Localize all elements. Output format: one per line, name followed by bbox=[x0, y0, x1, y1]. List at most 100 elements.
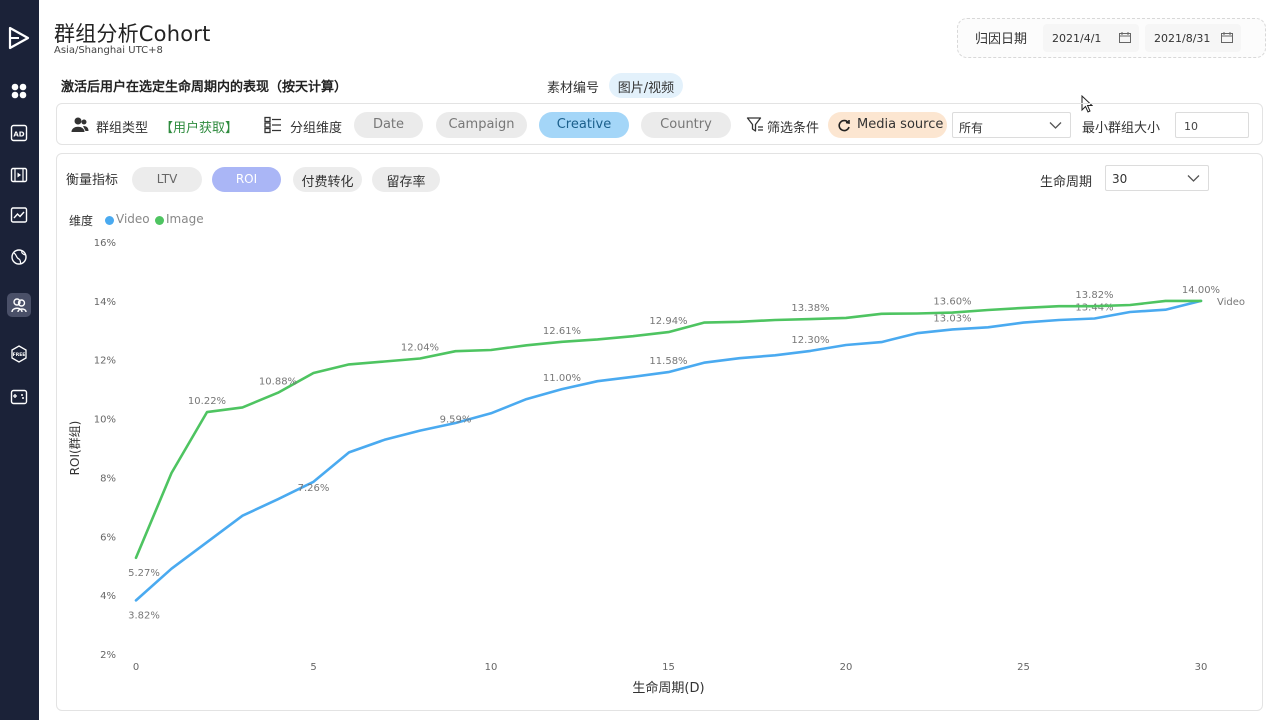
data-label: 10.22% bbox=[188, 396, 226, 407]
data-label: 11.00% bbox=[543, 373, 581, 384]
metric-ltv-button[interactable]: LTV bbox=[132, 167, 202, 192]
legend-video-dot bbox=[105, 216, 114, 225]
material-type-toggle[interactable]: 图片/视频 bbox=[609, 73, 683, 98]
legend-image-label[interactable]: Image bbox=[166, 212, 204, 226]
lifecycle-label: 生命周期 bbox=[1040, 175, 1093, 190]
cohort-icon[interactable] bbox=[7, 293, 31, 317]
lifecycle-value: 30 bbox=[1112, 172, 1128, 186]
min-cohort-size-label: 最小群组大小 bbox=[1082, 121, 1161, 136]
x-axis-label: 生命周期(D) bbox=[632, 680, 704, 696]
series-line-video bbox=[134, 299, 1203, 602]
filter-icon bbox=[746, 117, 763, 132]
refresh-icon bbox=[838, 119, 850, 132]
globe-icon[interactable] bbox=[7, 245, 31, 269]
metric-pay-conversion-button[interactable]: 付费转化 bbox=[293, 167, 362, 192]
data-label: 9.59% bbox=[440, 415, 472, 426]
x-tick-label: 25 bbox=[1017, 662, 1030, 673]
legend-title: 维度 bbox=[69, 214, 94, 228]
data-label: 10.88% bbox=[259, 377, 297, 388]
dimension-campaign-button[interactable]: Campaign bbox=[436, 112, 527, 138]
filter-bar: 群组类型 【用户获取】 分组维度 Date Campaign Creative … bbox=[56, 103, 1263, 145]
metric-label: 衡量指标 bbox=[66, 173, 119, 188]
data-label: 12.04% bbox=[401, 343, 439, 354]
chart-icon[interactable] bbox=[7, 203, 31, 227]
video-icon[interactable] bbox=[7, 163, 31, 187]
end-date-input[interactable]: 2021/8/31 bbox=[1145, 24, 1241, 52]
media-source-select[interactable]: 所有 bbox=[952, 112, 1071, 138]
free-icon[interactable]: FREE bbox=[7, 342, 31, 366]
y-tick-label: 16% bbox=[94, 238, 116, 249]
data-label: 13.03% bbox=[933, 313, 971, 324]
data-label: 7.26% bbox=[298, 483, 330, 494]
dimension-date-button[interactable]: Date bbox=[354, 112, 423, 138]
media-source-value: 所有 bbox=[959, 121, 984, 135]
calendar-icon[interactable] bbox=[1119, 32, 1131, 43]
users-icon bbox=[71, 117, 89, 132]
cohort-type-label: 群组类型 bbox=[96, 121, 149, 136]
data-label: 13.60% bbox=[933, 297, 971, 308]
x-tick-label: 5 bbox=[310, 662, 316, 673]
data-label: 14.00% bbox=[1182, 285, 1220, 296]
material-label: 素材编号 bbox=[547, 81, 600, 96]
y-tick-label: 12% bbox=[94, 356, 116, 367]
y-tick-label: 6% bbox=[100, 532, 116, 543]
x-tick-label: 20 bbox=[840, 662, 853, 673]
data-label: 13.38% bbox=[791, 303, 829, 314]
x-tick-label: 0 bbox=[133, 662, 139, 673]
svg-text:FREE: FREE bbox=[13, 352, 26, 358]
metric-retention-button[interactable]: 留存率 bbox=[372, 167, 440, 192]
start-date-value: 2021/4/1 bbox=[1052, 32, 1102, 45]
legend-video-label[interactable]: Video bbox=[116, 212, 150, 226]
dimension-country-button[interactable]: Country bbox=[641, 112, 731, 138]
y-tick-label: 2% bbox=[100, 650, 116, 661]
end-date-value: 2021/8/31 bbox=[1154, 32, 1211, 45]
ad-icon[interactable]: AD bbox=[7, 121, 31, 145]
group-dimension-label: 分组维度 bbox=[290, 121, 343, 136]
svg-text:AD: AD bbox=[13, 131, 24, 139]
metric-roi-button[interactable]: ROI bbox=[212, 167, 281, 192]
media-source-tag[interactable]: Media source bbox=[828, 112, 947, 138]
cohort-type-value[interactable]: 【用户获取】 bbox=[160, 121, 239, 136]
apps-icon[interactable] bbox=[7, 79, 31, 103]
data-label: 13.82% bbox=[1075, 290, 1113, 301]
series-end-label: Video bbox=[1217, 297, 1245, 308]
min-cohort-size-input[interactable]: 10 bbox=[1175, 112, 1249, 138]
data-label: 13.44% bbox=[1075, 303, 1113, 314]
legend-image-dot bbox=[155, 216, 164, 225]
logo-icon[interactable] bbox=[8, 26, 30, 50]
group-dimension-icon bbox=[264, 116, 281, 134]
start-date-input[interactable]: 2021/4/1 bbox=[1043, 24, 1139, 52]
roi-line-chart: 2% 4% 6% 8% 10% 12% 14% 16% 0 5 10 15 20 25 30 生命周期(D) R… bbox=[68, 238, 1245, 696]
y-tick-label: 8% bbox=[100, 473, 116, 484]
data-label: 12.30% bbox=[791, 335, 829, 346]
data-label: 12.94% bbox=[649, 316, 687, 327]
data-label: 11.58% bbox=[649, 356, 687, 367]
chevron-down-icon bbox=[1049, 122, 1062, 129]
y-axis-label: ROI(群组) bbox=[68, 421, 82, 476]
y-tick-label: 14% bbox=[94, 297, 116, 308]
x-tick-label: 30 bbox=[1195, 662, 1208, 673]
y-tick-label: 4% bbox=[100, 591, 116, 602]
filter-label: 筛选条件 bbox=[767, 121, 820, 136]
data-label: 5.27% bbox=[128, 568, 160, 579]
dimension-creative-button[interactable]: Creative bbox=[539, 112, 629, 138]
mouse-cursor-icon bbox=[1081, 95, 1093, 113]
chart-card: 衡量指标 LTV ROI 付费转化 留存率 生命周期 30 维度 Video I… bbox=[56, 153, 1263, 711]
page-title: 群组分析Cohort bbox=[54, 22, 211, 46]
data-label: 3.82% bbox=[128, 610, 160, 621]
calendar-icon[interactable] bbox=[1221, 32, 1233, 43]
x-tick-label: 10 bbox=[485, 662, 498, 673]
attribution-date-label: 归因日期 bbox=[975, 32, 1028, 47]
lifecycle-select[interactable]: 30 bbox=[1105, 165, 1209, 191]
y-tick-label: 10% bbox=[94, 415, 116, 426]
chevron-down-icon bbox=[1187, 175, 1200, 182]
series-line-image bbox=[134, 299, 1203, 560]
media-source-label: Media source bbox=[857, 117, 944, 132]
data-label: 12.61% bbox=[543, 326, 581, 337]
sidebar: AD FREE bbox=[0, 0, 39, 720]
section-subtitle: 激活后用户在选定生命周期内的表现（按天计算） bbox=[61, 80, 348, 95]
x-tick-label: 15 bbox=[662, 662, 675, 673]
timezone-label: Asia/Shanghai UTC+8 bbox=[54, 45, 163, 56]
gamepad-icon[interactable] bbox=[7, 385, 31, 409]
attribution-date-picker: 归因日期 2021/4/1 2021/8/31 bbox=[957, 18, 1266, 58]
